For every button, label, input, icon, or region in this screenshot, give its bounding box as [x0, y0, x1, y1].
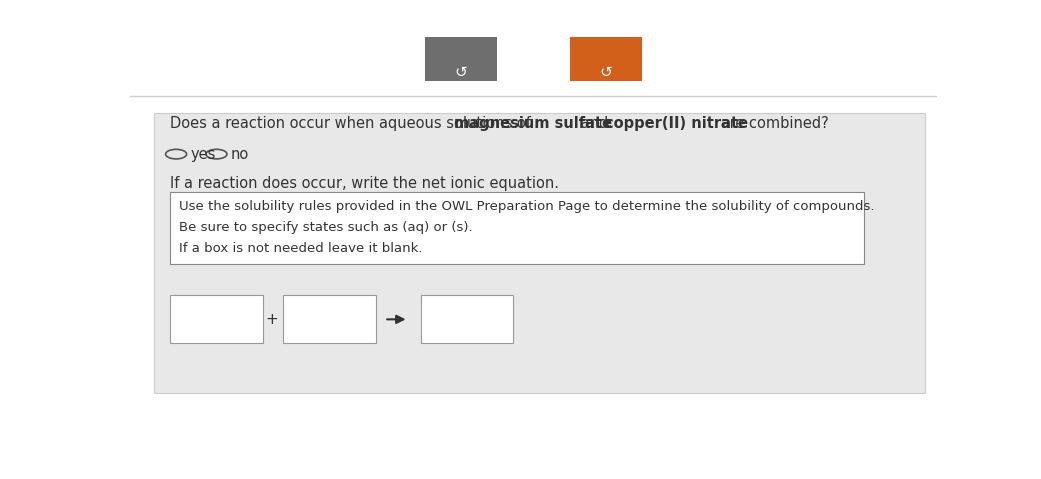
FancyBboxPatch shape [421, 296, 513, 343]
Text: are combined?: are combined? [716, 116, 829, 131]
Text: If a box is not needed leave it blank.: If a box is not needed leave it blank. [179, 242, 422, 255]
Text: Does a reaction occur when aqueous solutions of: Does a reaction occur when aqueous solut… [171, 116, 536, 131]
Text: Be sure to specify states such as (aq) or (s).: Be sure to specify states such as (aq) o… [179, 221, 473, 234]
Text: +: + [265, 312, 279, 327]
Text: ↺: ↺ [600, 65, 612, 80]
FancyBboxPatch shape [283, 296, 376, 343]
Text: yes: yes [191, 147, 217, 161]
FancyBboxPatch shape [154, 113, 924, 393]
FancyBboxPatch shape [425, 37, 498, 81]
Text: no: no [231, 147, 249, 161]
Text: If a reaction does occur, write the net ionic equation.: If a reaction does occur, write the net … [171, 176, 559, 191]
Text: and: and [577, 116, 613, 131]
Text: magnesium sulfate: magnesium sulfate [454, 116, 612, 131]
FancyBboxPatch shape [569, 37, 642, 81]
FancyBboxPatch shape [171, 192, 864, 264]
FancyBboxPatch shape [171, 296, 263, 343]
Text: ↺: ↺ [455, 65, 467, 80]
Text: Use the solubility rules provided in the OWL Preparation Page to determine the s: Use the solubility rules provided in the… [179, 200, 874, 213]
Text: copper(II) nitrate: copper(II) nitrate [605, 116, 748, 131]
